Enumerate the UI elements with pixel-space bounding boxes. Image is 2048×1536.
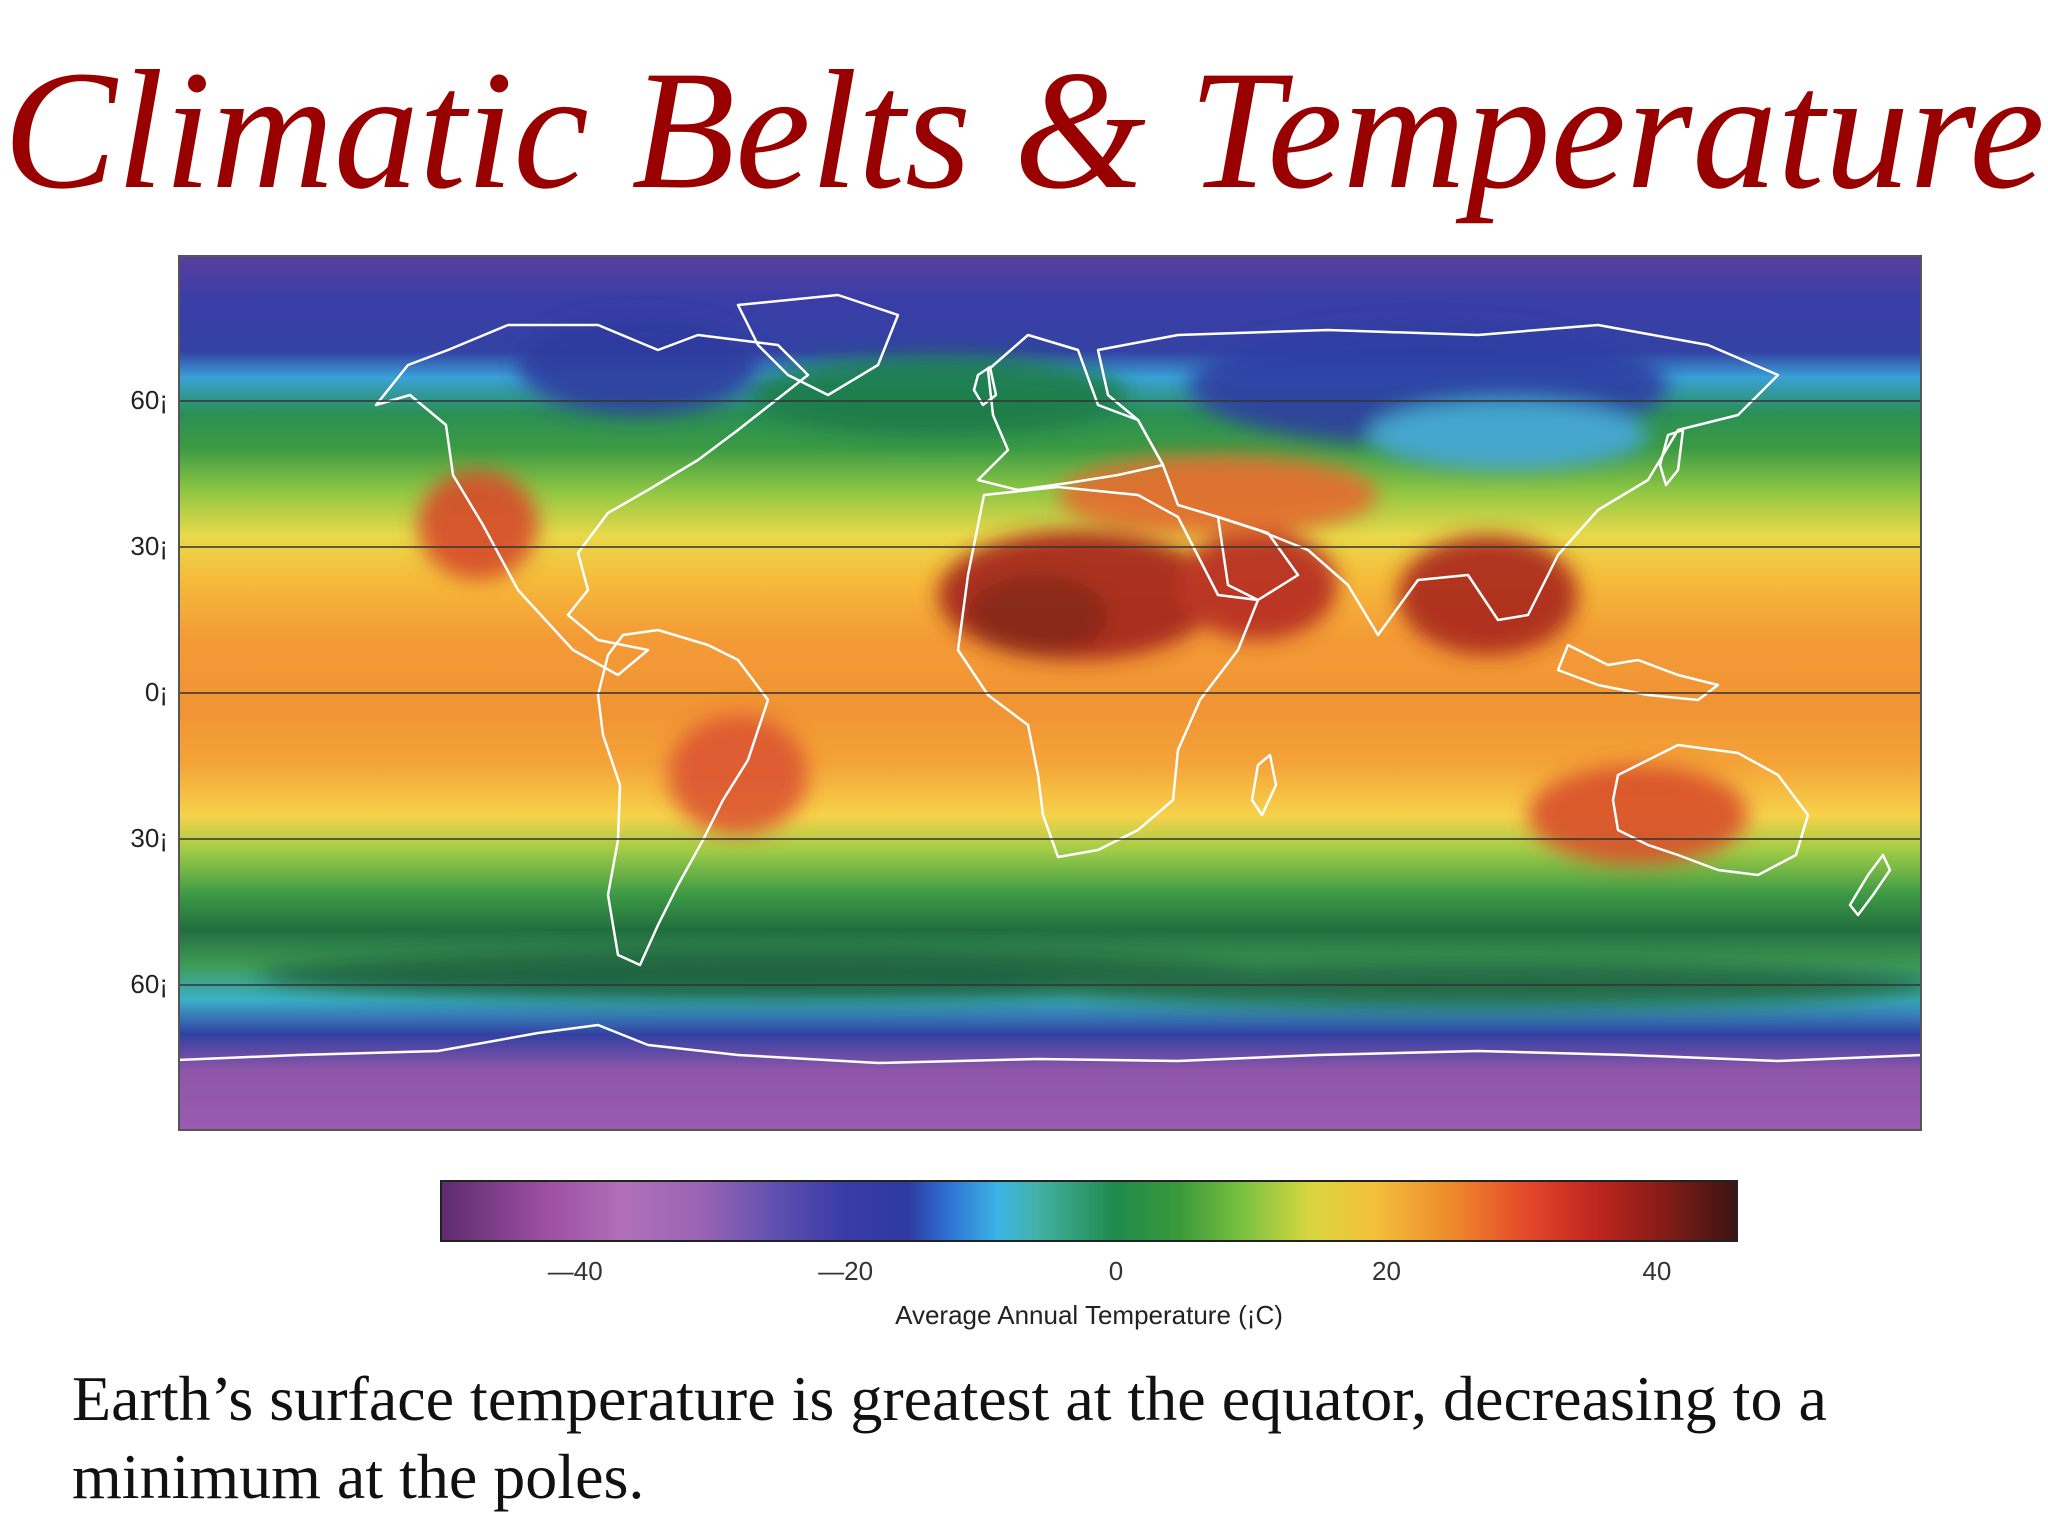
coastlines	[178, 293, 1922, 1065]
colorbar-tick-label: 20	[1371, 1256, 1401, 1286]
north-america-coast	[374, 323, 810, 677]
antarctica-coast	[178, 1023, 1922, 1065]
south-america-coast	[596, 628, 770, 967]
uk-coast	[972, 365, 998, 407]
latitude-label: 60¡	[130, 385, 168, 415]
asia-coast	[1096, 323, 1780, 637]
australia-coast	[1611, 743, 1810, 877]
new-zealand-coast	[1848, 853, 1892, 917]
slide-caption: Earth’s surface temperature is greatest …	[72, 1363, 1827, 1512]
arabia-coast	[1216, 515, 1300, 602]
africa-coast	[956, 485, 1260, 859]
colorbar-tick-label: 0	[1108, 1256, 1124, 1286]
colorbar-tick-label: —40	[547, 1256, 603, 1286]
latitude-label: 30¡	[130, 823, 168, 853]
slide-title: Climatic Belts & Temperature	[3, 36, 2045, 224]
greenland-coast	[736, 293, 900, 397]
latitude-label: 60¡	[130, 969, 168, 999]
colorbar-tick-label: 40	[1642, 1256, 1672, 1286]
temperature-anomalies	[258, 315, 1922, 1009]
colorbar-axis-title: Average Annual Temperature (¡C)	[895, 1300, 1283, 1330]
map-frame	[178, 255, 1922, 1131]
colorbar-tick-label: —20	[818, 1256, 874, 1286]
latitude-lines	[178, 400, 1922, 986]
europe-coast	[976, 333, 1165, 492]
madagascar-coast	[1250, 753, 1278, 817]
latitude-label: 30¡	[130, 531, 168, 561]
temperature-colorbar	[440, 1180, 1738, 1242]
temperature-map	[178, 255, 1922, 1131]
japan-coast	[1658, 428, 1685, 487]
latitude-label: 0¡	[144, 677, 168, 707]
